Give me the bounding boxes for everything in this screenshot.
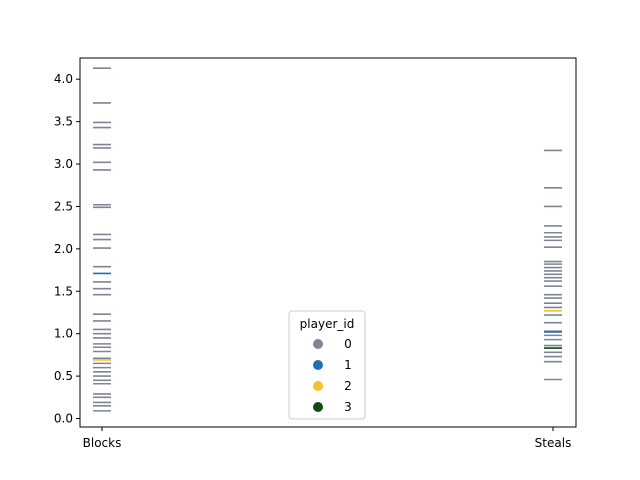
- plot-area-frame: [79, 57, 577, 428]
- legend-marker: [313, 360, 323, 370]
- x-axis: Blocks Steals: [83, 427, 572, 450]
- y-tick-label: 3.5: [54, 115, 73, 129]
- y-tick-label: 1.5: [54, 284, 73, 298]
- data-marks: [93, 67, 562, 412]
- x-tick-label: Blocks: [83, 436, 122, 450]
- y-axis: 0.0 0.5 1.0 1.5 2.0 2.5 3.0 3.5 4.0: [54, 72, 80, 426]
- y-tick-label: 2.0: [54, 242, 73, 256]
- y-tick-label: 0.5: [54, 369, 73, 383]
- y-tick-label: 4.0: [54, 72, 73, 86]
- x-tick-label: Steals: [535, 436, 572, 450]
- legend-label: 0: [344, 337, 352, 351]
- y-tick-label: 2.5: [54, 199, 73, 213]
- legend-marker: [313, 402, 323, 412]
- y-tick-label: 1.0: [54, 327, 73, 341]
- legend-label: 1: [344, 358, 352, 372]
- legend-marker: [313, 339, 323, 349]
- legend-label: 3: [344, 400, 352, 414]
- legend-marker: [313, 381, 323, 391]
- legend-label: 2: [344, 379, 352, 393]
- y-tick-label: 3.0: [54, 157, 73, 171]
- legend-entries: 0 1 2 3: [313, 337, 352, 414]
- y-tick-label: 0.0: [54, 412, 73, 426]
- legend: player_id 0 1 2 3: [288, 310, 366, 420]
- legend-box: [288, 310, 366, 420]
- legend-title: player_id: [300, 317, 355, 331]
